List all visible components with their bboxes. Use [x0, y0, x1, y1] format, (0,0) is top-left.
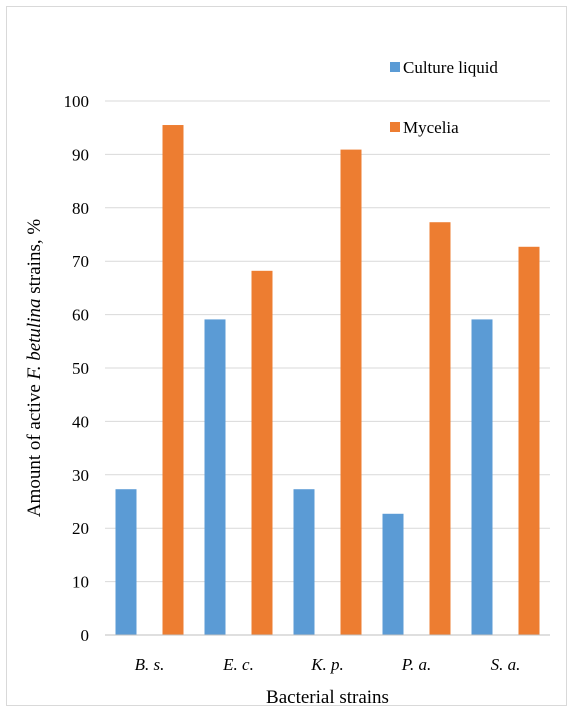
- y-tick-label: 0: [81, 626, 90, 645]
- bar-mycelia: [251, 270, 273, 635]
- y-tick-label: 80: [72, 199, 89, 218]
- bar-culture-liquid: [115, 489, 137, 635]
- x-axis-title: Bacterial strains: [266, 687, 389, 708]
- y-tick-label: 60: [72, 306, 89, 325]
- legend-swatch: [390, 62, 400, 72]
- x-tick-label: P. a.: [401, 655, 431, 674]
- x-tick-label: S. a.: [491, 655, 521, 674]
- x-tick-label: K. p.: [310, 655, 344, 674]
- y-tick-label: 50: [72, 359, 89, 378]
- y-tick-label: 40: [72, 412, 89, 431]
- y-tick-label: 20: [72, 519, 89, 538]
- y-tick-label: 70: [72, 252, 89, 271]
- bars: [115, 125, 540, 636]
- bar-mycelia: [162, 125, 184, 635]
- legend: Culture liquid Mycelia: [390, 58, 498, 137]
- x-tick-label: E. c.: [222, 655, 254, 674]
- legend-swatch: [390, 122, 400, 132]
- bar-mycelia: [340, 149, 362, 635]
- y-tick-label: 30: [72, 466, 89, 485]
- y-tick-label: 100: [64, 92, 90, 111]
- x-tick-label: B. s.: [135, 655, 165, 674]
- y-axis-title-suffix: strains, %: [24, 219, 45, 299]
- bar-culture-liquid: [293, 489, 315, 635]
- bar-mycelia: [429, 222, 451, 635]
- legend-label: Mycelia: [403, 118, 459, 137]
- y-axis-title: Amount of active F. betulina strains, %: [24, 219, 45, 518]
- y-tick-label: 10: [72, 573, 89, 592]
- bar-culture-liquid: [471, 319, 493, 635]
- y-axis-title-italic: F. betulina: [24, 299, 45, 381]
- bar-culture-liquid: [382, 513, 404, 635]
- bar-mycelia: [518, 246, 540, 636]
- y-axis-title-prefix: Amount of active: [24, 379, 45, 517]
- bar-culture-liquid: [204, 319, 226, 635]
- y-tick-label: 90: [72, 145, 89, 164]
- y-axis-ticks: 0 10 20 30 40 50 60 70 80 90 100: [64, 92, 90, 645]
- legend-label: Culture liquid: [403, 58, 498, 77]
- x-axis-categories: B. s. E. c. K. p. P. a. S. a.: [135, 655, 521, 674]
